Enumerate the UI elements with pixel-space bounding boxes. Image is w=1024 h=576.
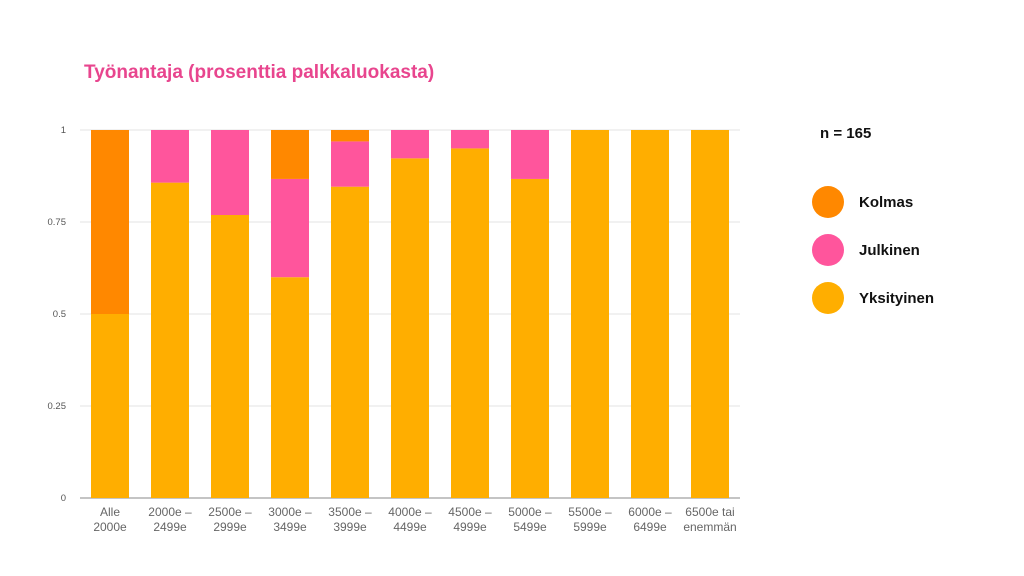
legend-label: Kolmas [859, 193, 914, 211]
sample-size-label: n = 165 [820, 125, 872, 142]
legend-swatch [812, 282, 844, 314]
legend-swatch [812, 234, 844, 266]
bar-segment-yksityinen [571, 130, 609, 498]
bar-segment-yksityinen [511, 178, 549, 498]
bar-segment-yksityinen [391, 158, 429, 498]
bar-segment-yksityinen [151, 182, 189, 498]
bar-segment-julkinen [271, 178, 309, 278]
x-tick-label: 2500e –2999e [208, 505, 252, 534]
x-tick-label: 6500e tai enemmän [683, 505, 736, 534]
bar-segment-kolmas [91, 130, 129, 314]
y-tick-label: 0.25 [48, 401, 67, 412]
bar-segment-yksityinen [331, 186, 369, 498]
bar-segment-julkinen [211, 130, 249, 216]
x-tick-label: 5000e –5499e [508, 505, 552, 534]
legend-item-yksityinen: Yksityinen [812, 282, 934, 314]
y-tick-label: 0.5 [53, 309, 66, 320]
bar-segment-yksityinen [91, 314, 129, 498]
legend-item-kolmas: Kolmas [812, 186, 913, 218]
x-tick-label: 3000e –3499e [268, 505, 312, 534]
y-tick-label: 0.75 [48, 217, 67, 228]
bar-segment-julkinen [511, 130, 549, 179]
x-tick-label: 3500e –3999e [328, 505, 372, 534]
bar-segment-yksityinen [271, 277, 309, 498]
bar-segment-kolmas [271, 130, 309, 179]
y-tick-label: 0 [61, 493, 66, 504]
x-tick-label: 4500e –4999e [448, 505, 492, 534]
bar-segment-yksityinen [631, 130, 669, 498]
legend-label: Julkinen [859, 241, 920, 259]
y-tick-label: 1 [61, 125, 66, 136]
x-tick-label: 6000e –6499e [628, 505, 672, 534]
legend-label: Yksityinen [859, 289, 935, 307]
bar-segment-julkinen [451, 130, 489, 149]
bar-segment-kolmas [331, 130, 369, 142]
bar-segment-julkinen [391, 130, 429, 159]
legend-swatch [812, 186, 844, 218]
bar-segment-yksityinen [691, 130, 729, 498]
bar-segment-julkinen [331, 141, 369, 187]
x-tick-label: 2000e –2499e [148, 505, 192, 534]
x-tick-label: Alle 2000e [93, 505, 127, 534]
x-tick-label: 4000e –4499e [388, 505, 432, 534]
legend-item-julkinen: Julkinen [812, 234, 920, 266]
chart-title: Työnantaja (prosenttia palkkaluokasta) [84, 62, 435, 83]
x-tick-label: 5500e –5999e [568, 505, 612, 534]
bar-segment-julkinen [151, 130, 189, 183]
bar-segment-yksityinen [211, 215, 249, 498]
bar-segment-yksityinen [451, 148, 489, 498]
